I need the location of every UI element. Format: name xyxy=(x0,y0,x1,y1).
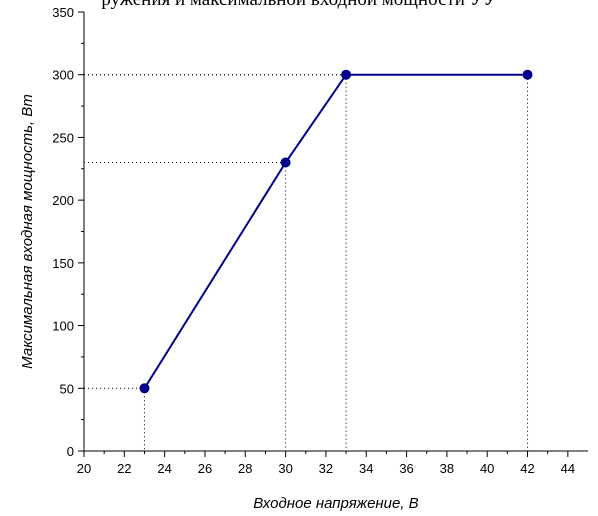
y-tick-label: 0 xyxy=(67,444,74,459)
axes xyxy=(83,12,588,452)
x-ticks: 20 22 24 26 28 30 32 34 36 38 40 42 44 xyxy=(77,451,575,476)
data-point xyxy=(522,69,533,80)
x-tick-label: 26 xyxy=(198,461,212,476)
series xyxy=(139,69,533,394)
x-tick-label: 44 xyxy=(561,461,575,476)
y-tick-label: 150 xyxy=(52,256,74,271)
x-tick-label: 28 xyxy=(238,461,252,476)
data-point xyxy=(139,383,150,394)
x-axis-title: Входное напряжение, В xyxy=(253,495,418,512)
series-line xyxy=(143,73,528,389)
x-tick-label: 30 xyxy=(278,461,292,476)
data-point xyxy=(341,69,352,80)
x-tick-label: 24 xyxy=(157,461,171,476)
x-tick-label: 40 xyxy=(480,461,494,476)
x-tick-label: 36 xyxy=(399,461,413,476)
x-tick-label: 32 xyxy=(319,461,333,476)
y-tick-label: 250 xyxy=(52,130,74,145)
x-tick-label: 34 xyxy=(359,461,373,476)
data-point xyxy=(280,157,291,168)
x-tick-label: 42 xyxy=(520,461,534,476)
y-tick-label: 100 xyxy=(52,319,74,334)
guide-lines xyxy=(84,74,529,451)
y-tick-label: 50 xyxy=(60,381,74,396)
y-tick-label: 350 xyxy=(52,5,74,20)
y-tick-label: 200 xyxy=(52,193,74,208)
x-tick-label: 22 xyxy=(117,461,131,476)
y-ticks: 0 50 100 150 200 250 300 350 xyxy=(52,5,84,459)
y-axis-title: Максимальная входная мощность, Вт xyxy=(19,94,36,369)
x-tick-label: 20 xyxy=(77,461,91,476)
y-tick-label: 300 xyxy=(52,68,74,83)
x-tick-label: 38 xyxy=(440,461,454,476)
figure-caption: ружения и максимальной входной мощности … xyxy=(0,0,598,11)
